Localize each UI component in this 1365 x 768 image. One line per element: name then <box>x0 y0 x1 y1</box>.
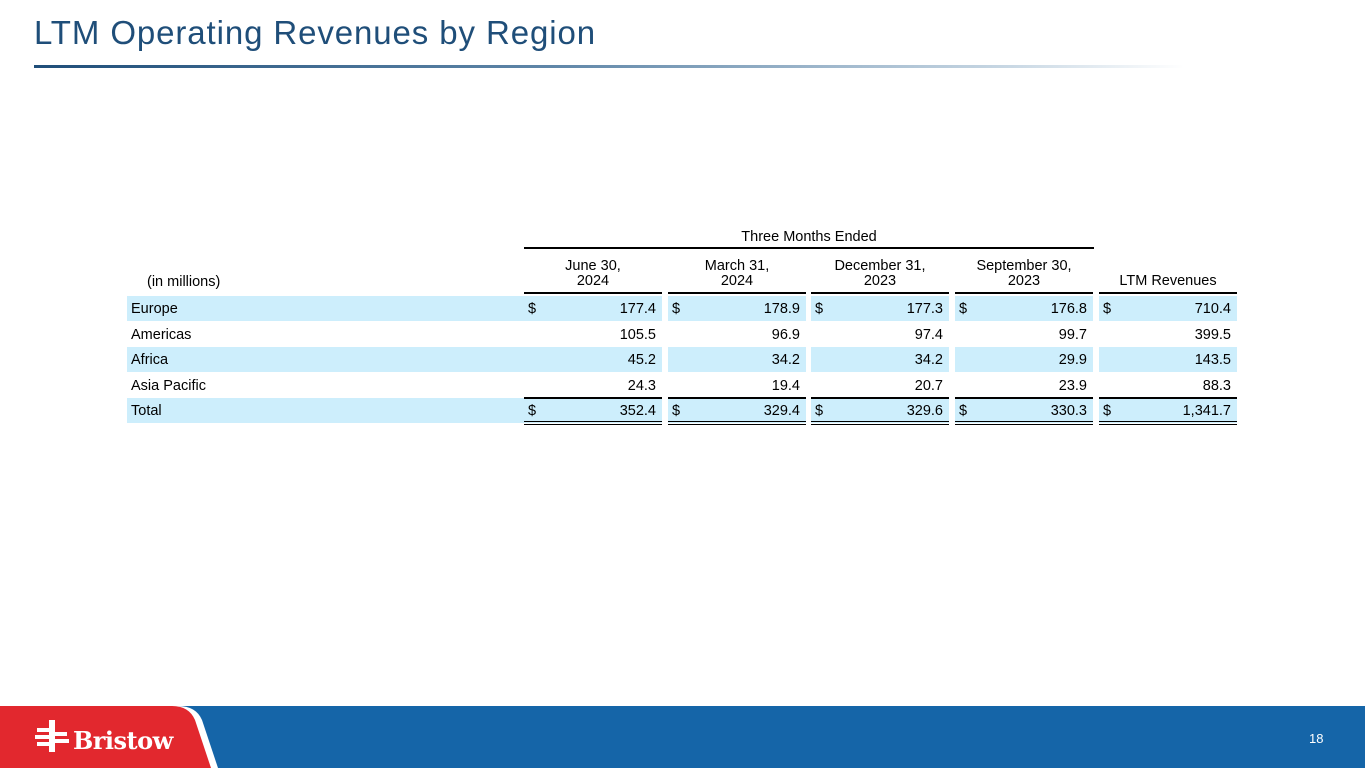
row-shading <box>127 398 662 423</box>
row-shading <box>955 398 1093 423</box>
currency-symbol: $ <box>672 403 681 419</box>
table-cell: 20.7 <box>914 377 943 394</box>
footer-bar <box>0 706 1365 768</box>
row-shading <box>127 347 662 372</box>
currency-symbol: $ <box>815 403 824 419</box>
table-cell: 45.2 <box>627 352 656 368</box>
column-header-line1: LTM Revenues <box>1119 273 1217 289</box>
column-header-line2: 2023 <box>1007 273 1041 289</box>
table-cell: 96.9 <box>771 326 800 343</box>
currency-symbol: $ <box>1103 403 1112 419</box>
page-title: LTM Operating Revenues by Region <box>34 14 596 51</box>
column-header-line2: 2023 <box>863 273 897 289</box>
table-row: Africa 45.2 34.2 34.2 29.9 143.5 <box>0 347 1365 372</box>
total-double-rule <box>524 421 662 425</box>
row-label: Americas <box>131 326 192 343</box>
column-header-line1: September 30, <box>976 258 1072 274</box>
column-header-line1: March 31, <box>704 258 770 274</box>
row-shading <box>1099 347 1237 372</box>
table-row: Americas 105.5 96.9 97.4 99.7 399.5 <box>0 322 1365 347</box>
row-shading <box>668 296 806 321</box>
currency-symbol: $ <box>1103 301 1112 317</box>
table-cell: 34.2 <box>914 352 943 368</box>
currency-symbol: $ <box>959 403 968 419</box>
currency-symbol: $ <box>528 301 537 317</box>
total-double-rule <box>811 421 949 425</box>
row-shading <box>127 296 662 321</box>
total-double-rule <box>955 421 1093 425</box>
column-header-ltm: LTM Revenues <box>1099 274 1237 289</box>
table-row: Asia Pacific 24.3 19.4 20.7 23.9 88.3 <box>0 373 1365 398</box>
table-cell: 99.7 <box>1058 326 1087 343</box>
row-shading <box>1099 398 1237 423</box>
currency-symbol: $ <box>528 403 537 419</box>
total-double-rule <box>668 421 806 425</box>
table-cell: 34.2 <box>771 352 800 368</box>
table-cell: 19.4 <box>771 377 800 394</box>
table-cell: 329.6 <box>906 403 943 419</box>
table-cell: 710.4 <box>1194 301 1231 317</box>
table-cell: 88.3 <box>1202 377 1231 394</box>
table-cell: 24.3 <box>627 377 656 394</box>
table-cell: 399.5 <box>1194 326 1231 343</box>
total-double-rule <box>1099 421 1237 425</box>
table-cell: 178.9 <box>763 301 800 317</box>
title-underline <box>34 65 1184 68</box>
table-cell: 177.3 <box>906 301 943 317</box>
row-shading <box>1099 296 1237 321</box>
table-cell: 177.4 <box>619 301 656 317</box>
table-cell: 29.9 <box>1058 352 1087 368</box>
subtotal-rule <box>524 397 662 399</box>
group-header: Three Months Ended <box>741 229 877 245</box>
table-cell: 97.4 <box>914 326 943 343</box>
table-cell: 352.4 <box>619 403 656 419</box>
row-shading <box>955 347 1093 372</box>
subtotal-rule <box>668 397 806 399</box>
page-number: 18 <box>1309 731 1324 746</box>
row-label: Total <box>131 403 162 419</box>
subtotal-rule <box>1099 397 1237 399</box>
column-header-rule <box>1099 292 1237 294</box>
currency-symbol: $ <box>672 301 681 317</box>
table-cell: 330.3 <box>1050 403 1087 419</box>
column-header-line2: 2024 <box>576 273 610 289</box>
table-cell: 1,341.7 <box>1182 403 1231 419</box>
row-shading <box>955 296 1093 321</box>
row-label: Europe <box>131 301 178 317</box>
table-cell: 329.4 <box>763 403 800 419</box>
column-header-dec-2023: December 31, 2023 <box>811 259 949 289</box>
row-label: Asia Pacific <box>131 377 206 394</box>
currency-symbol: $ <box>815 301 824 317</box>
bristow-logo-mark-icon <box>35 720 69 752</box>
column-header-rule <box>524 292 662 294</box>
column-header-sep-2023: September 30, 2023 <box>955 259 1093 289</box>
currency-symbol: $ <box>959 301 968 317</box>
table-cell: 105.5 <box>619 326 656 343</box>
brand-logo-text: Bristow <box>73 726 173 755</box>
column-header-line1: June 30, <box>565 258 621 274</box>
table-row: Europe $177.4 $178.9 $177.3 $176.8 $710.4 <box>0 296 1365 321</box>
subtotal-rule <box>955 397 1093 399</box>
column-header-line2: 2024 <box>720 273 754 289</box>
table-cell: 176.8 <box>1050 301 1087 317</box>
column-header-rule <box>668 292 806 294</box>
column-header-mar-2024: March 31, 2024 <box>668 259 806 289</box>
table-cell: 23.9 <box>1058 377 1087 394</box>
table-row: Total $352.4 $329.4 $329.6 $330.3 $1,341.7 <box>0 398 1365 423</box>
units-label: (in millions) <box>147 274 221 290</box>
row-shading <box>668 398 806 423</box>
subtotal-rule <box>811 397 949 399</box>
column-header-jun-2024: June 30, 2024 <box>524 259 662 289</box>
column-header-rule <box>955 292 1093 294</box>
row-label: Africa <box>131 352 169 368</box>
column-header-rule <box>811 292 949 294</box>
group-header-rule <box>524 247 1094 249</box>
column-header-line1: December 31, <box>834 258 926 274</box>
row-shading <box>811 296 949 321</box>
row-shading <box>811 398 949 423</box>
row-shading <box>811 347 949 372</box>
table-cell: 143.5 <box>1194 352 1231 368</box>
row-shading <box>668 347 806 372</box>
